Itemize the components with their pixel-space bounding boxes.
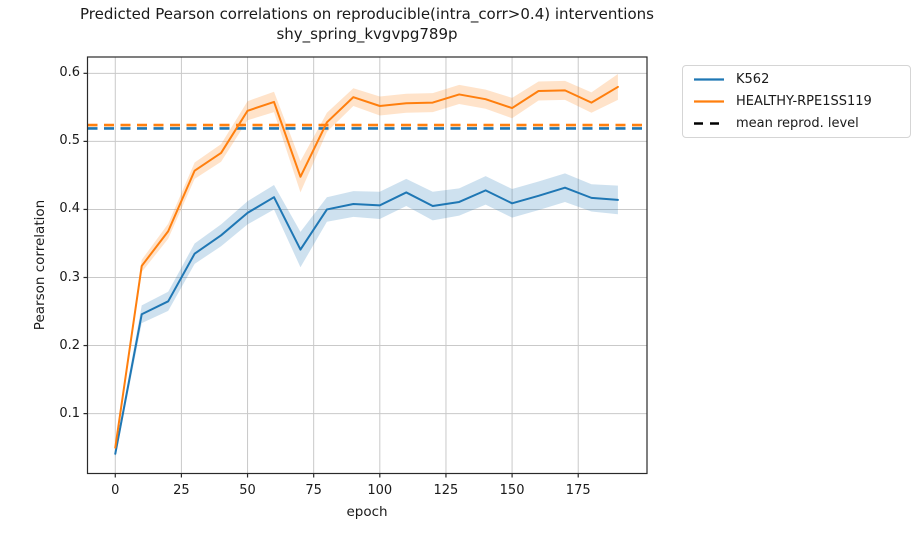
x-tick-label-2: 50 (239, 483, 256, 498)
y-tick-label-3: 0.4 (59, 201, 80, 217)
legend-line-sample-healthy-rpe1ss119 (694, 100, 724, 103)
legend-label-healthy-rpe1ss119: HEALTHY-RPE1SS119 (736, 93, 872, 109)
x-tick-label-3: 75 (305, 483, 322, 498)
y-tick-label-5: 0.6 (59, 65, 80, 81)
line-k562 (114, 186, 619, 455)
legend-item-k562: K562 (692, 68, 901, 90)
y-tick-label-1: 0.2 (59, 337, 80, 353)
x-axis-label: epoch (346, 504, 388, 520)
x-tick-label-0: 0 (111, 483, 120, 498)
chart-subtitle: shy_spring_kvgvpg789p (276, 25, 458, 43)
y-tick-label-0: 0.1 (59, 405, 80, 421)
x-tick-label-6: 150 (499, 483, 525, 498)
band-k562 (115, 173, 618, 458)
chart-title: Predicted Pearson correlations on reprod… (80, 5, 654, 23)
x-tick-label-4: 100 (367, 483, 393, 498)
y-axis-label: Pearson correlation (32, 199, 48, 331)
legend-box: K562 HEALTHY-RPE1SS119 mean reprod. leve… (682, 65, 911, 138)
axes-spines (86, 56, 648, 475)
legend-label-k562: K562 (736, 71, 770, 87)
legend-item-healthy-rpe1ss119: HEALTHY-RPE1SS119 (692, 90, 901, 112)
line-healthy-rpe1ss119 (114, 85, 619, 449)
y-tick-label-4: 0.5 (59, 133, 80, 149)
x-tick-label-1: 25 (173, 483, 190, 498)
legend-label-mean-reprod-level: mean reprod. level (736, 116, 859, 132)
x-tick-label-7: 175 (565, 483, 591, 498)
legend-dashed-line-sample-mean-reprod (694, 122, 724, 126)
legend-line-sample-k562 (694, 78, 724, 81)
legend-item-mean-reprod-level: mean reprod. level (692, 113, 901, 135)
y-tick-label-2: 0.3 (59, 269, 80, 285)
x-tick-label-5: 125 (433, 483, 459, 498)
